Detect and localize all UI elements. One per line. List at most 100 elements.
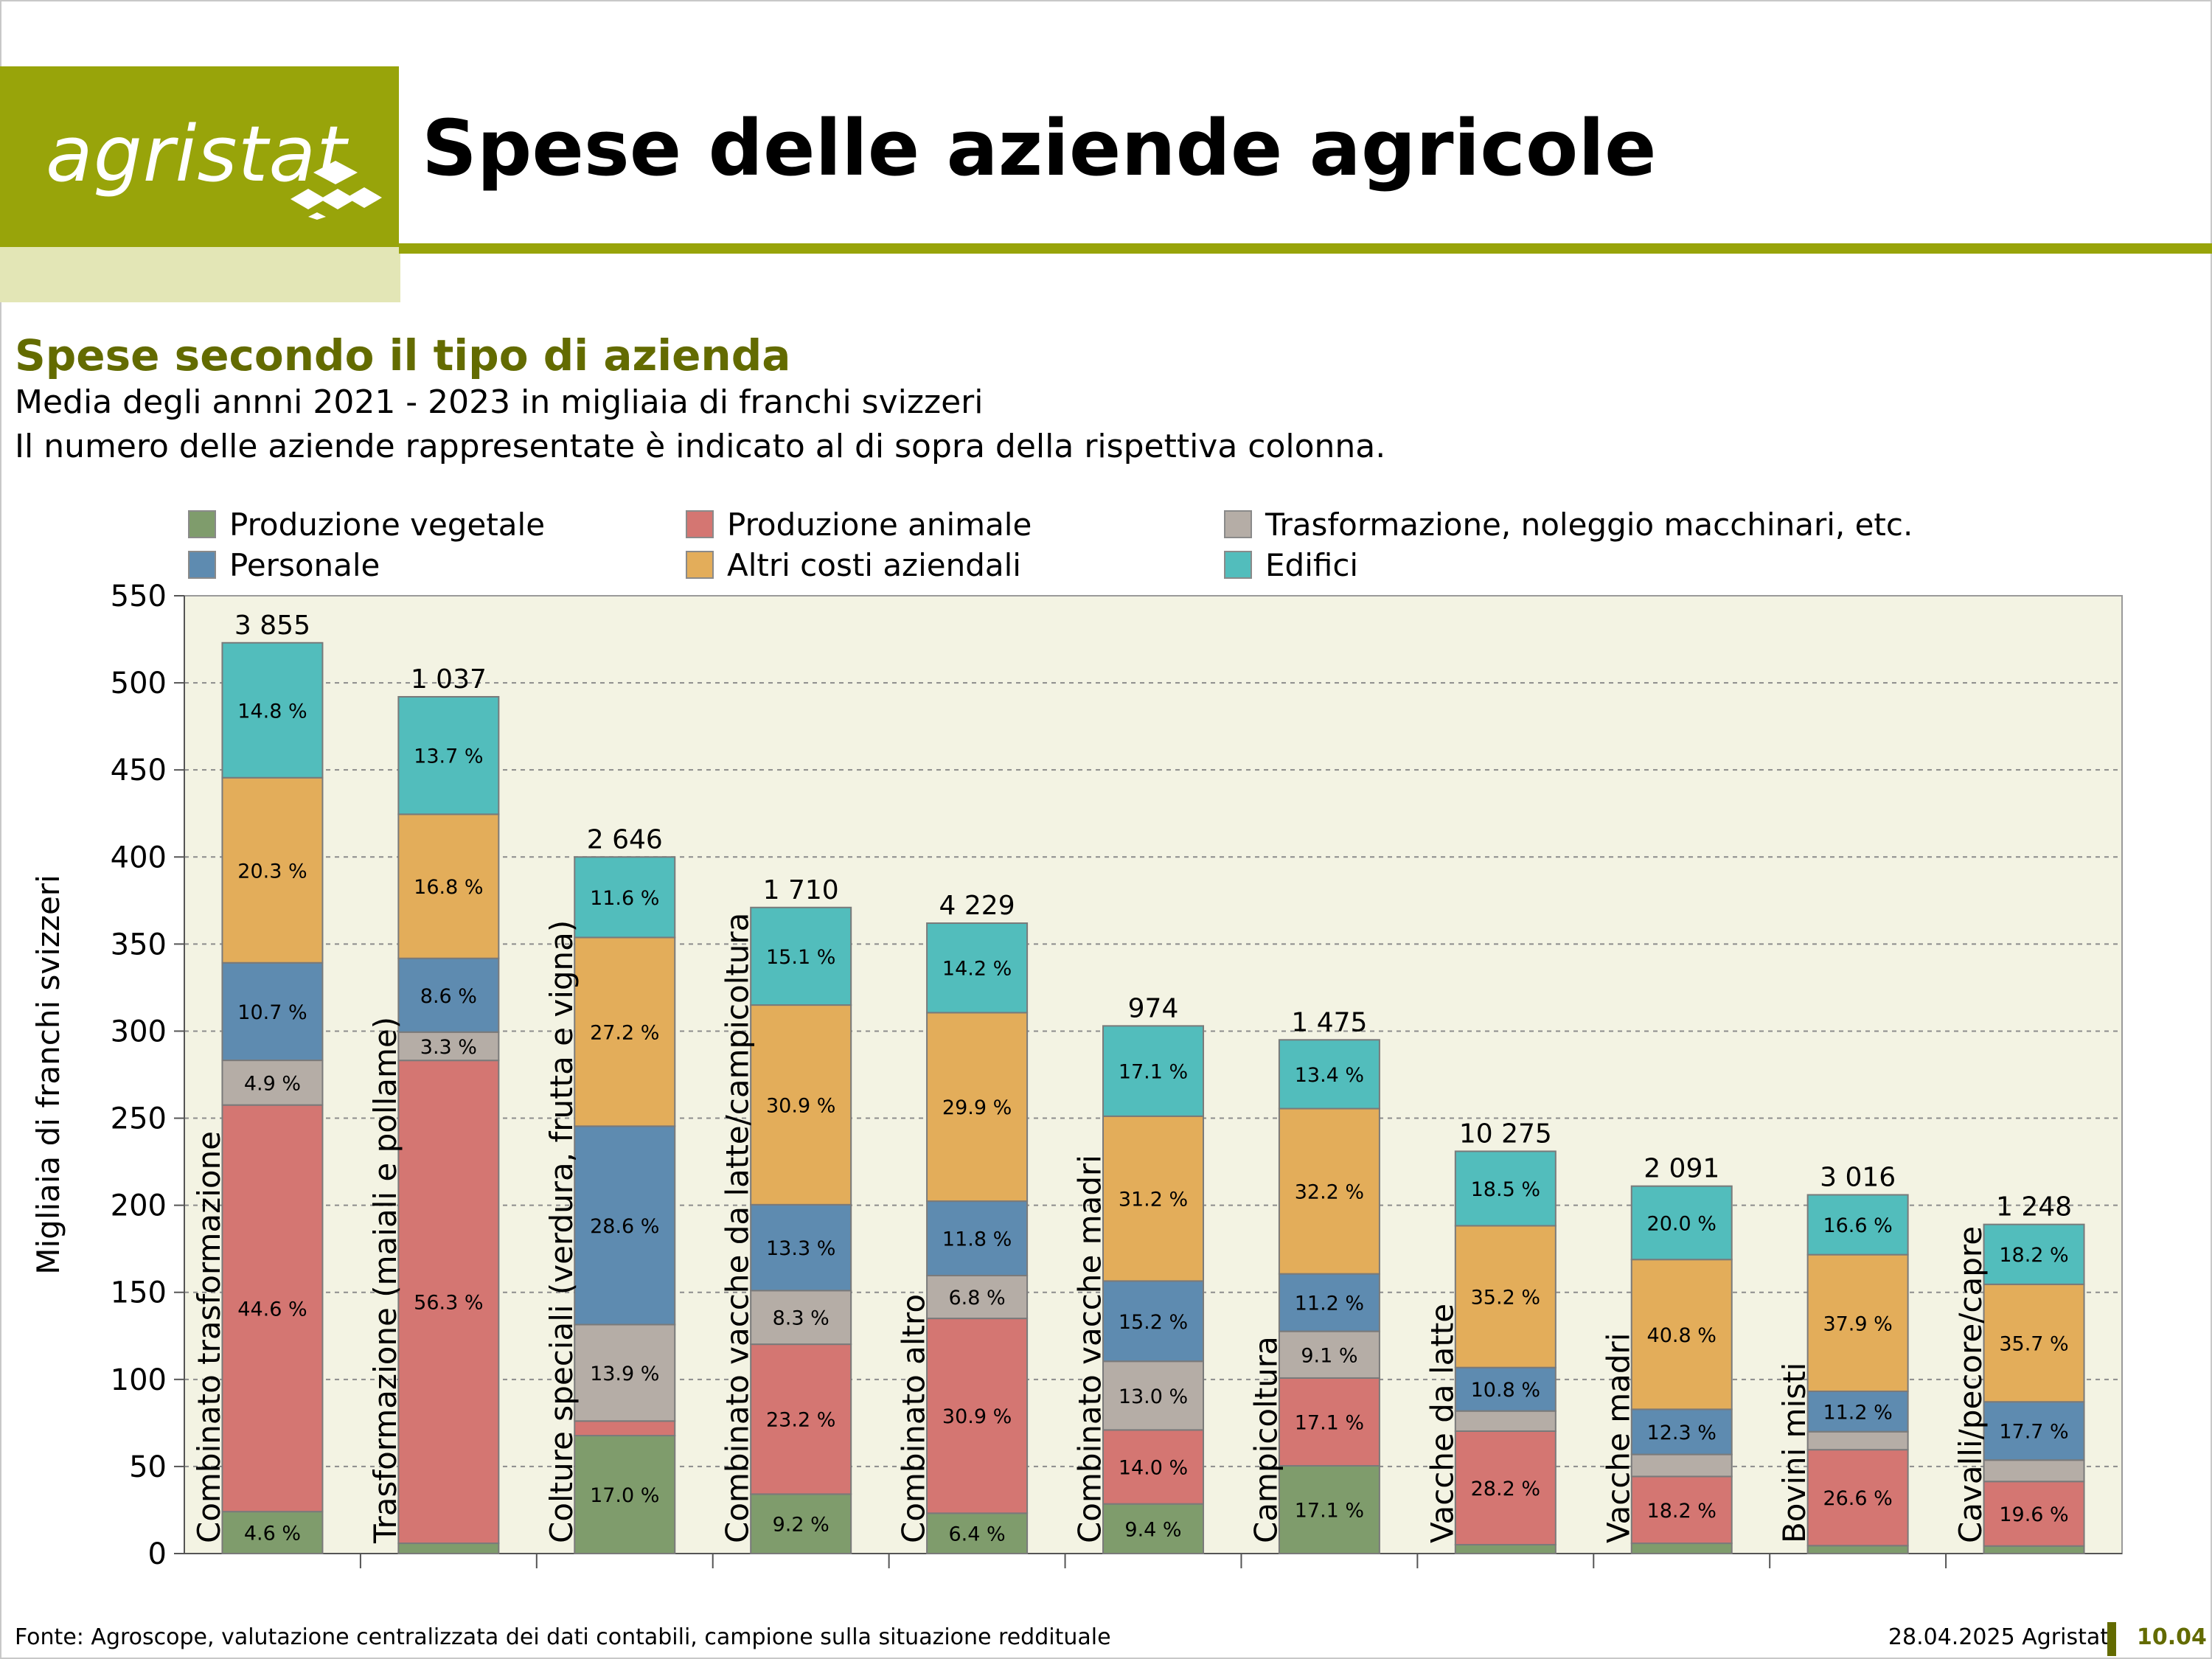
legend-label: Edifici <box>1265 546 1359 583</box>
bar-segment <box>574 1435 676 1555</box>
data-label: 13.4 % <box>1295 1064 1364 1087</box>
data-label: 15.2 % <box>1119 1311 1188 1334</box>
bar-segment <box>1806 1253 1909 1392</box>
footer-source: Fonte: Agroscope, valutazione centralizz… <box>15 1624 1111 1650</box>
data-label: 13.7 % <box>414 745 483 768</box>
bar-segment <box>397 1060 500 1545</box>
data-label: 10.7 % <box>237 1001 307 1024</box>
data-label: 29.9 % <box>942 1096 1012 1119</box>
bar-segment <box>1983 1283 2085 1403</box>
bar-segment <box>221 961 324 1062</box>
legend-item-personale: Personale <box>188 546 380 583</box>
data-label: 56.3 % <box>414 1292 483 1315</box>
legend-swatch <box>1224 551 1252 579</box>
data-label: 17.7 % <box>1999 1421 2068 1444</box>
bar-segment <box>1454 1225 1557 1368</box>
y-tick-label: 50 <box>129 1450 167 1484</box>
farm-count-label: 3 855 <box>234 611 310 641</box>
chart-description-line-2: Il numero delle aziende rappresentate è … <box>15 428 1386 465</box>
legend-label: Produzione vegetale <box>229 506 546 543</box>
bar-segment <box>1630 1543 1733 1554</box>
footer-divider <box>2107 1622 2116 1656</box>
data-label: 17.1 % <box>1119 1061 1188 1084</box>
data-label: 28.2 % <box>1471 1478 1540 1500</box>
x-category-label: Combinato trasformazione <box>191 1131 227 1543</box>
farm-count-label: 3 016 <box>1820 1162 1896 1192</box>
legend-swatch <box>686 510 714 538</box>
footer-date: 28.04.2025 Agristat <box>1888 1624 2109 1650</box>
bar-segment <box>574 856 676 939</box>
data-label: 10.8 % <box>1471 1379 1540 1402</box>
bar-segment <box>1102 1115 1204 1282</box>
bar-segment <box>221 1511 324 1555</box>
bar-segment <box>926 1318 1029 1514</box>
bar-segment <box>1630 1475 1733 1545</box>
data-label: 31.2 % <box>1119 1189 1188 1211</box>
y-axis-label: Migliaia di franchi svizzeri <box>30 874 66 1275</box>
legend-label: Altri costi aziendali <box>727 546 1021 583</box>
bar-segment <box>1454 1430 1557 1545</box>
bar-segment <box>1630 1408 1733 1455</box>
bar-segment <box>1806 1449 1909 1547</box>
data-label: 20.0 % <box>1647 1212 1717 1235</box>
bar-segment <box>750 1004 852 1206</box>
y-tick-label: 250 <box>111 1102 167 1136</box>
bar-segment <box>1983 1545 2085 1554</box>
y-tick-label: 300 <box>111 1015 167 1048</box>
data-label: 14.0 % <box>1119 1457 1188 1480</box>
legend-label: Personale <box>229 546 380 583</box>
y-tick-label: 100 <box>111 1363 167 1397</box>
x-category-label: Combinato vacche madri <box>1072 1155 1108 1543</box>
bar-segment <box>1454 1543 1557 1554</box>
data-label: 19.6 % <box>1999 1503 2068 1526</box>
data-label: 11.8 % <box>942 1228 1012 1251</box>
farm-count-label: 10 275 <box>1459 1119 1552 1149</box>
bar-segment <box>750 1343 852 1495</box>
legend-swatch <box>686 551 714 579</box>
data-label: 13.9 % <box>590 1363 659 1385</box>
legend-item-produzione-vegetale: Produzione vegetale <box>188 506 546 543</box>
data-label: 40.8 % <box>1647 1324 1717 1347</box>
bar-segment <box>221 641 324 779</box>
x-category-label: Bovini misti <box>1776 1363 1812 1543</box>
x-category-label: Cavalli/pecore/capre <box>1952 1226 1989 1543</box>
data-label: 27.2 % <box>590 1021 659 1044</box>
bar-segment <box>1278 1107 1380 1275</box>
y-tick-label: 450 <box>111 754 167 787</box>
data-label: 8.6 % <box>420 985 477 1008</box>
data-label: 35.7 % <box>1999 1333 2068 1356</box>
bar-segment <box>1806 1194 1909 1256</box>
data-label: 17.1 % <box>1295 1411 1364 1434</box>
bar-segment <box>1102 1503 1204 1554</box>
bar-segment <box>1454 1410 1557 1432</box>
data-label: 35.2 % <box>1471 1287 1540 1310</box>
legend-item-edifici: Edifici <box>1224 546 1359 583</box>
farm-count-label: 1 475 <box>1291 1007 1367 1037</box>
data-label: 37.9 % <box>1823 1312 1892 1335</box>
legend-item-trasformazione: Trasformazione, noleggio macchinari, etc… <box>1224 506 1913 543</box>
data-label: 16.8 % <box>414 876 483 899</box>
farm-count-label: 4 229 <box>939 891 1015 921</box>
bar-segment <box>574 936 676 1127</box>
data-label: 20.3 % <box>237 860 307 883</box>
farm-count-label: 974 <box>1128 993 1179 1023</box>
x-category-label: Combinato vacche da latte/campicoltura <box>720 913 756 1543</box>
x-category-label: Vacche da latte <box>1424 1304 1460 1543</box>
bar-segment <box>397 695 500 815</box>
bar-segment <box>926 1012 1029 1203</box>
bar-segment <box>1102 1025 1204 1117</box>
data-label: 30.9 % <box>942 1405 1012 1428</box>
bar-segment <box>1454 1150 1557 1227</box>
x-category-label: Colture speciali (verdura, frutta e vign… <box>543 920 580 1543</box>
bar-segment <box>1630 1453 1733 1478</box>
logo-diamond-icon <box>291 161 382 220</box>
bar-segment <box>1278 1273 1380 1332</box>
legend-label: Trasformazione, noleggio macchinari, etc… <box>1265 506 1913 543</box>
bar-segment <box>750 906 852 1006</box>
data-label: 18.2 % <box>1999 1244 2068 1267</box>
bar-segment <box>1630 1259 1733 1411</box>
logo-underlay <box>0 247 400 302</box>
bar-segment <box>750 1203 852 1292</box>
y-tick-label: 150 <box>111 1276 167 1310</box>
